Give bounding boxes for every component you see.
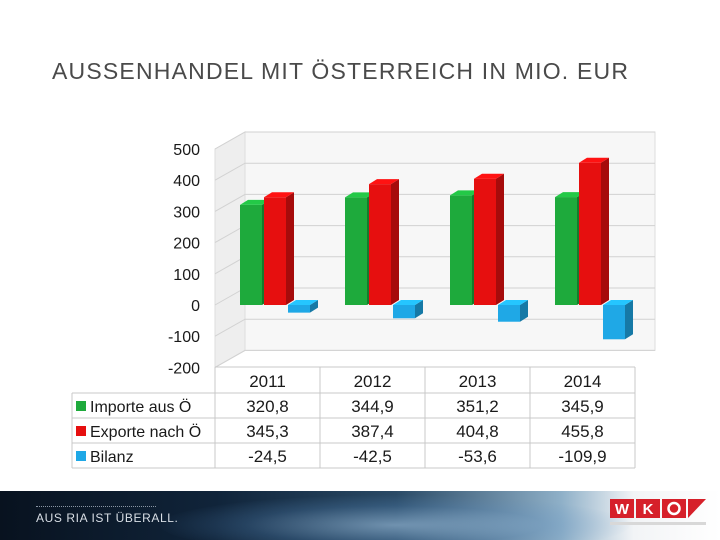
x-category-label: 2012 (354, 372, 392, 391)
legend-swatch (76, 451, 86, 461)
data-cell: -24,5 (248, 447, 287, 466)
gridline (214, 162, 655, 181)
bar-importe (450, 195, 472, 305)
y-tick-label: -200 (168, 360, 200, 377)
bar-bilanz (603, 305, 625, 340)
legend-swatch (76, 426, 86, 436)
page-title: AUSSENHANDEL MIT ÖSTERREICH IN MIO. EUR (52, 58, 630, 84)
data-cell: 345,3 (246, 422, 289, 441)
y-tick-label: 400 (173, 173, 200, 190)
legend-swatch (76, 401, 86, 411)
bar-top (240, 199, 270, 205)
bar-top (555, 192, 585, 198)
bar-side (520, 300, 528, 322)
bar-bilanz (288, 305, 310, 313)
bar-top (474, 173, 504, 179)
bar-side (286, 192, 294, 305)
bar-importe (555, 197, 577, 305)
earth-horizon (160, 495, 630, 540)
gridline (214, 349, 655, 368)
bar-side (391, 179, 399, 305)
x-category-label: 2011 (249, 372, 286, 391)
bar-side (601, 157, 609, 305)
bar-side (310, 300, 318, 313)
data-cell: 345,9 (561, 397, 604, 416)
bar-side (415, 300, 423, 319)
bar-top (369, 179, 399, 185)
slogan-divider (36, 506, 156, 507)
data-cell: 344,9 (351, 397, 394, 416)
bar-top (450, 190, 480, 196)
bar-importe (345, 197, 367, 305)
data-cell: 387,4 (351, 422, 394, 441)
bar-importe (240, 204, 262, 305)
y-tick-label: -100 (168, 329, 200, 346)
data-cell: 404,8 (456, 422, 499, 441)
svg-text:W: W (615, 501, 630, 518)
gridline (214, 193, 655, 212)
bar-top (393, 300, 423, 305)
bar-bilanz (498, 305, 520, 322)
bar-exporte (264, 197, 286, 305)
data-cell: -53,6 (458, 447, 497, 466)
bar-top (345, 192, 375, 198)
bar-side (625, 300, 633, 340)
x-category-label: 2013 (459, 372, 497, 391)
svg-text:K: K (643, 501, 654, 518)
bar-top (288, 300, 318, 305)
y-tick-label: 0 (191, 298, 200, 315)
y-tick-label: 100 (173, 267, 200, 284)
y-tick-label: 300 (173, 204, 200, 221)
bar-exporte (474, 178, 496, 305)
footer-slogan: AUS RIA IST ÜBERALL. (36, 511, 179, 525)
bar-chart: 500 400 300 200 100 0 -100 -200 2011 2012 2013 2014… (71, 131, 656, 469)
data-cell: 351,2 (456, 397, 499, 416)
footer-banner: AUS RIA IST ÜBERALL. W K (0, 491, 720, 540)
bar-top (264, 192, 294, 198)
data-cell: -109,9 (558, 447, 606, 466)
bar-top (579, 157, 609, 163)
bar-top (498, 300, 528, 305)
gridline (214, 131, 655, 150)
y-tick-label: 500 (173, 142, 200, 159)
data-table-bg (72, 393, 635, 468)
x-category-label: 2014 (564, 372, 602, 391)
bar-side (496, 173, 504, 305)
bar-top (603, 300, 633, 305)
legend-label: Exporte nach Ö (90, 423, 201, 441)
bar-bilanz (393, 305, 415, 319)
legend-label: Importe aus Ö (90, 398, 191, 416)
data-cell: -42,5 (353, 447, 392, 466)
bar-exporte (579, 162, 601, 305)
data-cell: 320,8 (246, 397, 289, 416)
wko-logo: W K (610, 499, 706, 525)
bar-exporte (369, 184, 391, 305)
y-tick-label: 200 (173, 236, 200, 253)
legend-label: Bilanz (90, 449, 134, 466)
data-cell: 455,8 (561, 422, 604, 441)
